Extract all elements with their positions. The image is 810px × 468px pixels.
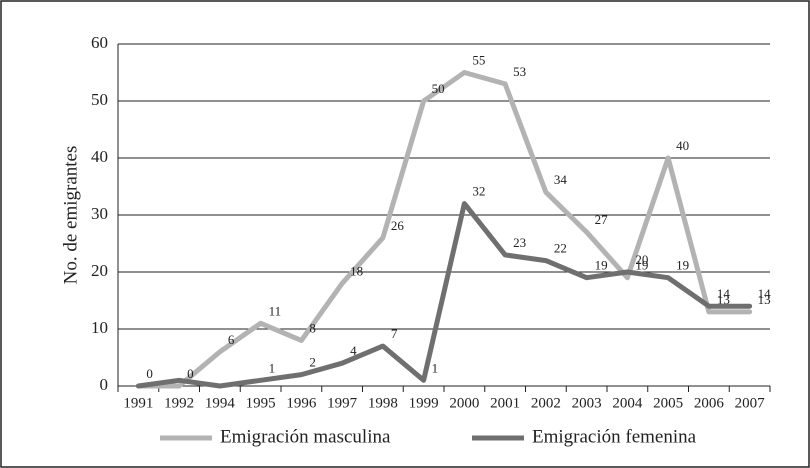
data-label: 18 [350, 263, 363, 278]
legend-label: Emigración femenina [532, 426, 697, 447]
data-label: 0 [146, 366, 153, 381]
y-tick-label: 10 [91, 318, 108, 337]
data-label: 34 [554, 172, 568, 187]
y-tick-label: 20 [91, 261, 108, 280]
x-tick-label: 1995 [246, 395, 276, 411]
x-tick-label: 1998 [368, 395, 398, 411]
data-label: 19 [595, 258, 608, 273]
data-label: 55 [472, 52, 485, 67]
y-tick-label: 0 [100, 375, 109, 394]
data-label: 13 [758, 292, 771, 307]
x-tick-label: 1994 [205, 395, 236, 411]
data-label: 2 [309, 355, 316, 370]
data-label: 53 [513, 64, 526, 79]
data-label: 1 [269, 360, 276, 375]
data-label: 13 [717, 292, 730, 307]
y-tick-label: 40 [91, 147, 108, 166]
data-label: 11 [269, 303, 282, 318]
x-tick-label: 1999 [409, 395, 439, 411]
x-tick-label: 1996 [286, 395, 317, 411]
data-label: 19 [635, 258, 648, 273]
x-tick-label: 2003 [572, 395, 602, 411]
x-tick-label: 2005 [653, 395, 683, 411]
y-tick-label: 50 [91, 90, 108, 109]
y-tick-label: 60 [91, 33, 108, 52]
x-tick-label: 2002 [531, 395, 561, 411]
data-label: 26 [391, 218, 405, 233]
x-tick-label: 1991 [123, 395, 153, 411]
data-label: 7 [391, 326, 398, 341]
data-label: 23 [513, 235, 526, 250]
x-tick-label: 1997 [327, 395, 358, 411]
y-tick-label: 30 [91, 204, 108, 223]
x-tick-label: 2006 [694, 395, 725, 411]
legend-label: Emigración masculina [220, 426, 391, 447]
data-label: 19 [676, 258, 689, 273]
x-tick-label: 2000 [449, 395, 479, 411]
series-line [135, 70, 753, 389]
data-label: 14 [758, 286, 772, 301]
data-label: 40 [676, 138, 689, 153]
data-label: 4 [350, 343, 357, 358]
data-label: 8 [309, 320, 316, 335]
y-axis-label: No. de emigrantes [60, 146, 81, 285]
data-label: 20 [635, 252, 648, 267]
x-tick-label: 1992 [164, 395, 194, 411]
data-label: 22 [554, 241, 567, 256]
x-tick-label: 2004 [612, 395, 643, 411]
data-label: 0 [187, 366, 194, 381]
data-label: 1 [432, 360, 439, 375]
series-line [135, 201, 753, 389]
data-label: 6 [228, 332, 235, 347]
data-label: 50 [432, 81, 445, 96]
data-label: 14 [717, 286, 731, 301]
x-tick-label: 2007 [735, 395, 766, 411]
data-label: 32 [472, 184, 485, 199]
x-tick-label: 2001 [490, 395, 520, 411]
data-label: 27 [595, 212, 609, 227]
